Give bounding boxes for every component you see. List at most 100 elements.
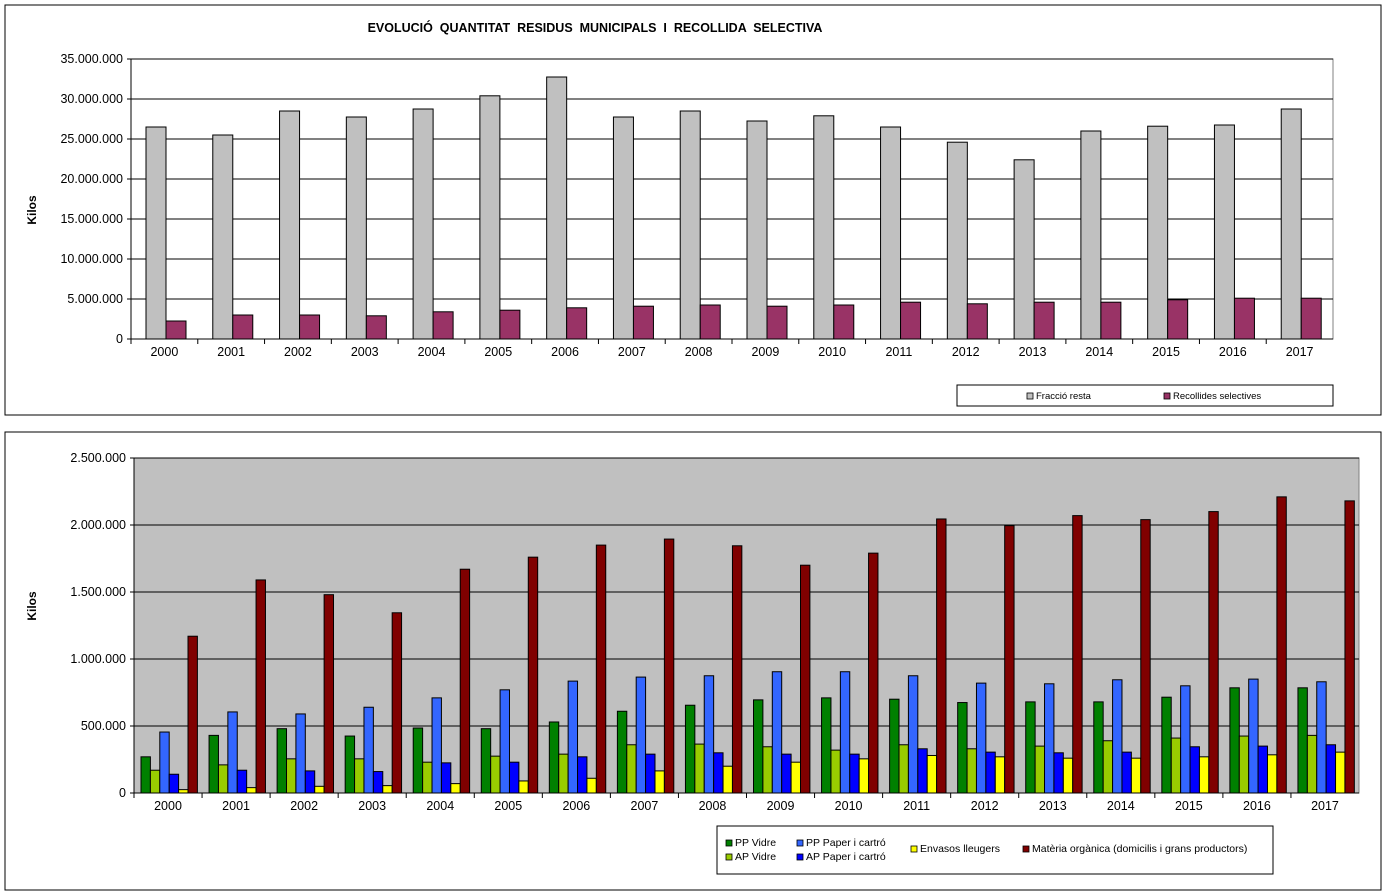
bar-pp-vidre-2017 [1297, 687, 1308, 794]
bar-ap-vidre-2005 [490, 755, 501, 794]
bar-ap-vidre-2007 [626, 744, 637, 794]
x-tick-label: 2000 [150, 345, 178, 359]
bar-envasos-lleugers-2011 [926, 754, 938, 794]
y-tick-label: 30.000.000 [60, 92, 123, 106]
x-tick-label: 2010 [818, 345, 846, 359]
bar-mat-ria-org-nica-domicilis-i-grans-productors--2008 [731, 545, 743, 794]
x-tick-label: 2016 [1219, 345, 1247, 359]
bar-pp-vidre-2004 [412, 727, 424, 794]
bar-fracci-resta-2007 [612, 116, 634, 340]
bar-recollides-selectives-2009 [766, 305, 788, 340]
bar-fracci-resta-2002 [279, 110, 301, 340]
bar-ap-vidre-2017 [1306, 734, 1318, 794]
bar-envasos-lleugers-2015 [1198, 756, 1210, 794]
x-tick-label: 2017 [1286, 345, 1314, 359]
x-tick-label: 2010 [835, 799, 863, 813]
plot-area [133, 457, 1360, 794]
bar-ap-paper-i-cartr--2002 [304, 770, 316, 794]
bar-mat-ria-org-nica-domicilis-i-grans-productors--2007 [663, 538, 675, 794]
bar-pp-paper-i-cartr--2017 [1316, 681, 1327, 794]
bar-recollides-selectives-2008 [699, 304, 721, 340]
bar-pp-vidre-2008 [684, 704, 696, 794]
bar-ap-vidre-2001 [217, 764, 229, 794]
bar-mat-ria-org-nica-domicilis-i-grans-productors--2006 [595, 544, 607, 794]
bar-recollides-selectives-2016 [1233, 297, 1255, 340]
bar-envasos-lleugers-2004 [450, 783, 461, 794]
bar-fracci-resta-2003 [345, 116, 367, 340]
bar-mat-ria-org-nica-domicilis-i-grans-productors--2000 [187, 635, 198, 794]
bar-envasos-lleugers-2012 [994, 756, 1006, 794]
bar-ap-vidre-2009 [762, 746, 773, 794]
legend-swatch [796, 839, 804, 847]
bar-envasos-lleugers-2000 [178, 789, 189, 794]
legend-label: AP Paper i cartró [806, 851, 886, 863]
bar-fracci-resta-2000 [145, 126, 167, 340]
legend-label: PP Paper i cartró [806, 837, 886, 849]
bar-envasos-lleugers-2008 [722, 765, 733, 794]
bar-recollides-selectives-2002 [299, 314, 321, 340]
bar-mat-ria-org-nica-domicilis-i-grans-productors--2017 [1344, 500, 1355, 794]
bar-pp-vidre-2009 [753, 699, 764, 794]
chart2-legend [716, 825, 1274, 875]
x-tick-label: 2006 [562, 799, 590, 813]
bar-pp-paper-i-cartr--2007 [635, 676, 647, 794]
bar-ap-vidre-2016 [1238, 735, 1250, 794]
bar-mat-ria-org-nica-domicilis-i-grans-productors--2001 [255, 579, 266, 794]
bar-pp-vidre-2010 [821, 697, 832, 794]
bar-pp-vidre-2014 [1093, 701, 1104, 794]
bar-ap-paper-i-cartr--2000 [168, 773, 180, 794]
bar-ap-paper-i-cartr--2006 [577, 756, 588, 794]
bar-fracci-resta-2017 [1280, 108, 1302, 340]
bar-pp-paper-i-cartr--2003 [363, 706, 374, 794]
bar-mat-ria-org-nica-domicilis-i-grans-productors--2003 [391, 612, 403, 794]
x-tick-label: 2002 [284, 345, 312, 359]
bar-pp-vidre-2005 [480, 728, 492, 794]
bar-recollides-selectives-2011 [900, 301, 922, 340]
x-tick-label: 2005 [484, 345, 512, 359]
y-tick-label: 15.000.000 [60, 212, 123, 226]
legend-swatch [1026, 392, 1034, 400]
chart2-ylabel: Kilos [25, 591, 39, 621]
bar-fracci-resta-2016 [1213, 124, 1235, 340]
x-tick-label: 2016 [1243, 799, 1271, 813]
bar-pp-vidre-2007 [616, 710, 628, 794]
bar-ap-paper-i-cartr--2012 [985, 751, 996, 794]
y-tick-label: 25.000.000 [60, 132, 123, 146]
bar-pp-paper-i-cartr--2014 [1112, 679, 1123, 794]
x-tick-label: 2017 [1311, 799, 1339, 813]
bar-recollides-selectives-2017 [1300, 297, 1322, 340]
bar-ap-paper-i-cartr--2004 [440, 762, 452, 794]
legend-swatch [1163, 392, 1171, 400]
legend-swatch [725, 853, 733, 861]
y-tick-label: 500.000 [81, 719, 126, 733]
bar-recollides-selectives-2005 [499, 309, 521, 340]
bar-ap-paper-i-cartr--2016 [1257, 745, 1268, 794]
bar-mat-ria-org-nica-domicilis-i-grans-productors--2005 [527, 556, 539, 794]
bar-mat-ria-org-nica-domicilis-i-grans-productors--2009 [800, 564, 811, 794]
bar-envasos-lleugers-2003 [382, 785, 393, 794]
legend-label: AP Vidre [735, 851, 776, 863]
chart1: 0 5.000.000 10.000.000 15.000.000 20.000.000… [60, 52, 1334, 359]
bar-ap-paper-i-cartr--2005 [508, 761, 520, 794]
bar-mat-ria-org-nica-domicilis-i-grans-productors--2012 [1004, 525, 1015, 794]
y-tick-label: 1.000.000 [70, 652, 126, 666]
bar-pp-paper-i-cartr--2008 [703, 675, 715, 794]
legend-label: Fracció resta [1036, 391, 1092, 402]
legend-label: Recollides selectives [1173, 391, 1261, 402]
bar-mat-ria-org-nica-domicilis-i-grans-productors--2016 [1276, 496, 1287, 794]
x-tick-label: 2015 [1152, 345, 1180, 359]
x-tick-label: 2002 [290, 799, 318, 813]
bar-fracci-resta-2012 [946, 141, 968, 340]
y-tick-label: 5.000.000 [67, 292, 123, 306]
bar-recollides-selectives-2006 [566, 307, 588, 340]
bar-envasos-lleugers-2007 [654, 770, 665, 794]
bar-fracci-resta-2015 [1147, 125, 1169, 340]
bar-pp-paper-i-cartr--2010 [839, 671, 851, 794]
x-tick-label: 2005 [494, 799, 522, 813]
x-tick-label: 2013 [1019, 345, 1047, 359]
bar-pp-paper-i-cartr--2009 [771, 671, 783, 794]
bar-pp-vidre-2000 [140, 756, 151, 794]
bar-pp-vidre-2015 [1161, 696, 1172, 794]
x-tick-label: 2003 [358, 799, 386, 813]
bar-ap-vidre-2012 [966, 748, 977, 794]
